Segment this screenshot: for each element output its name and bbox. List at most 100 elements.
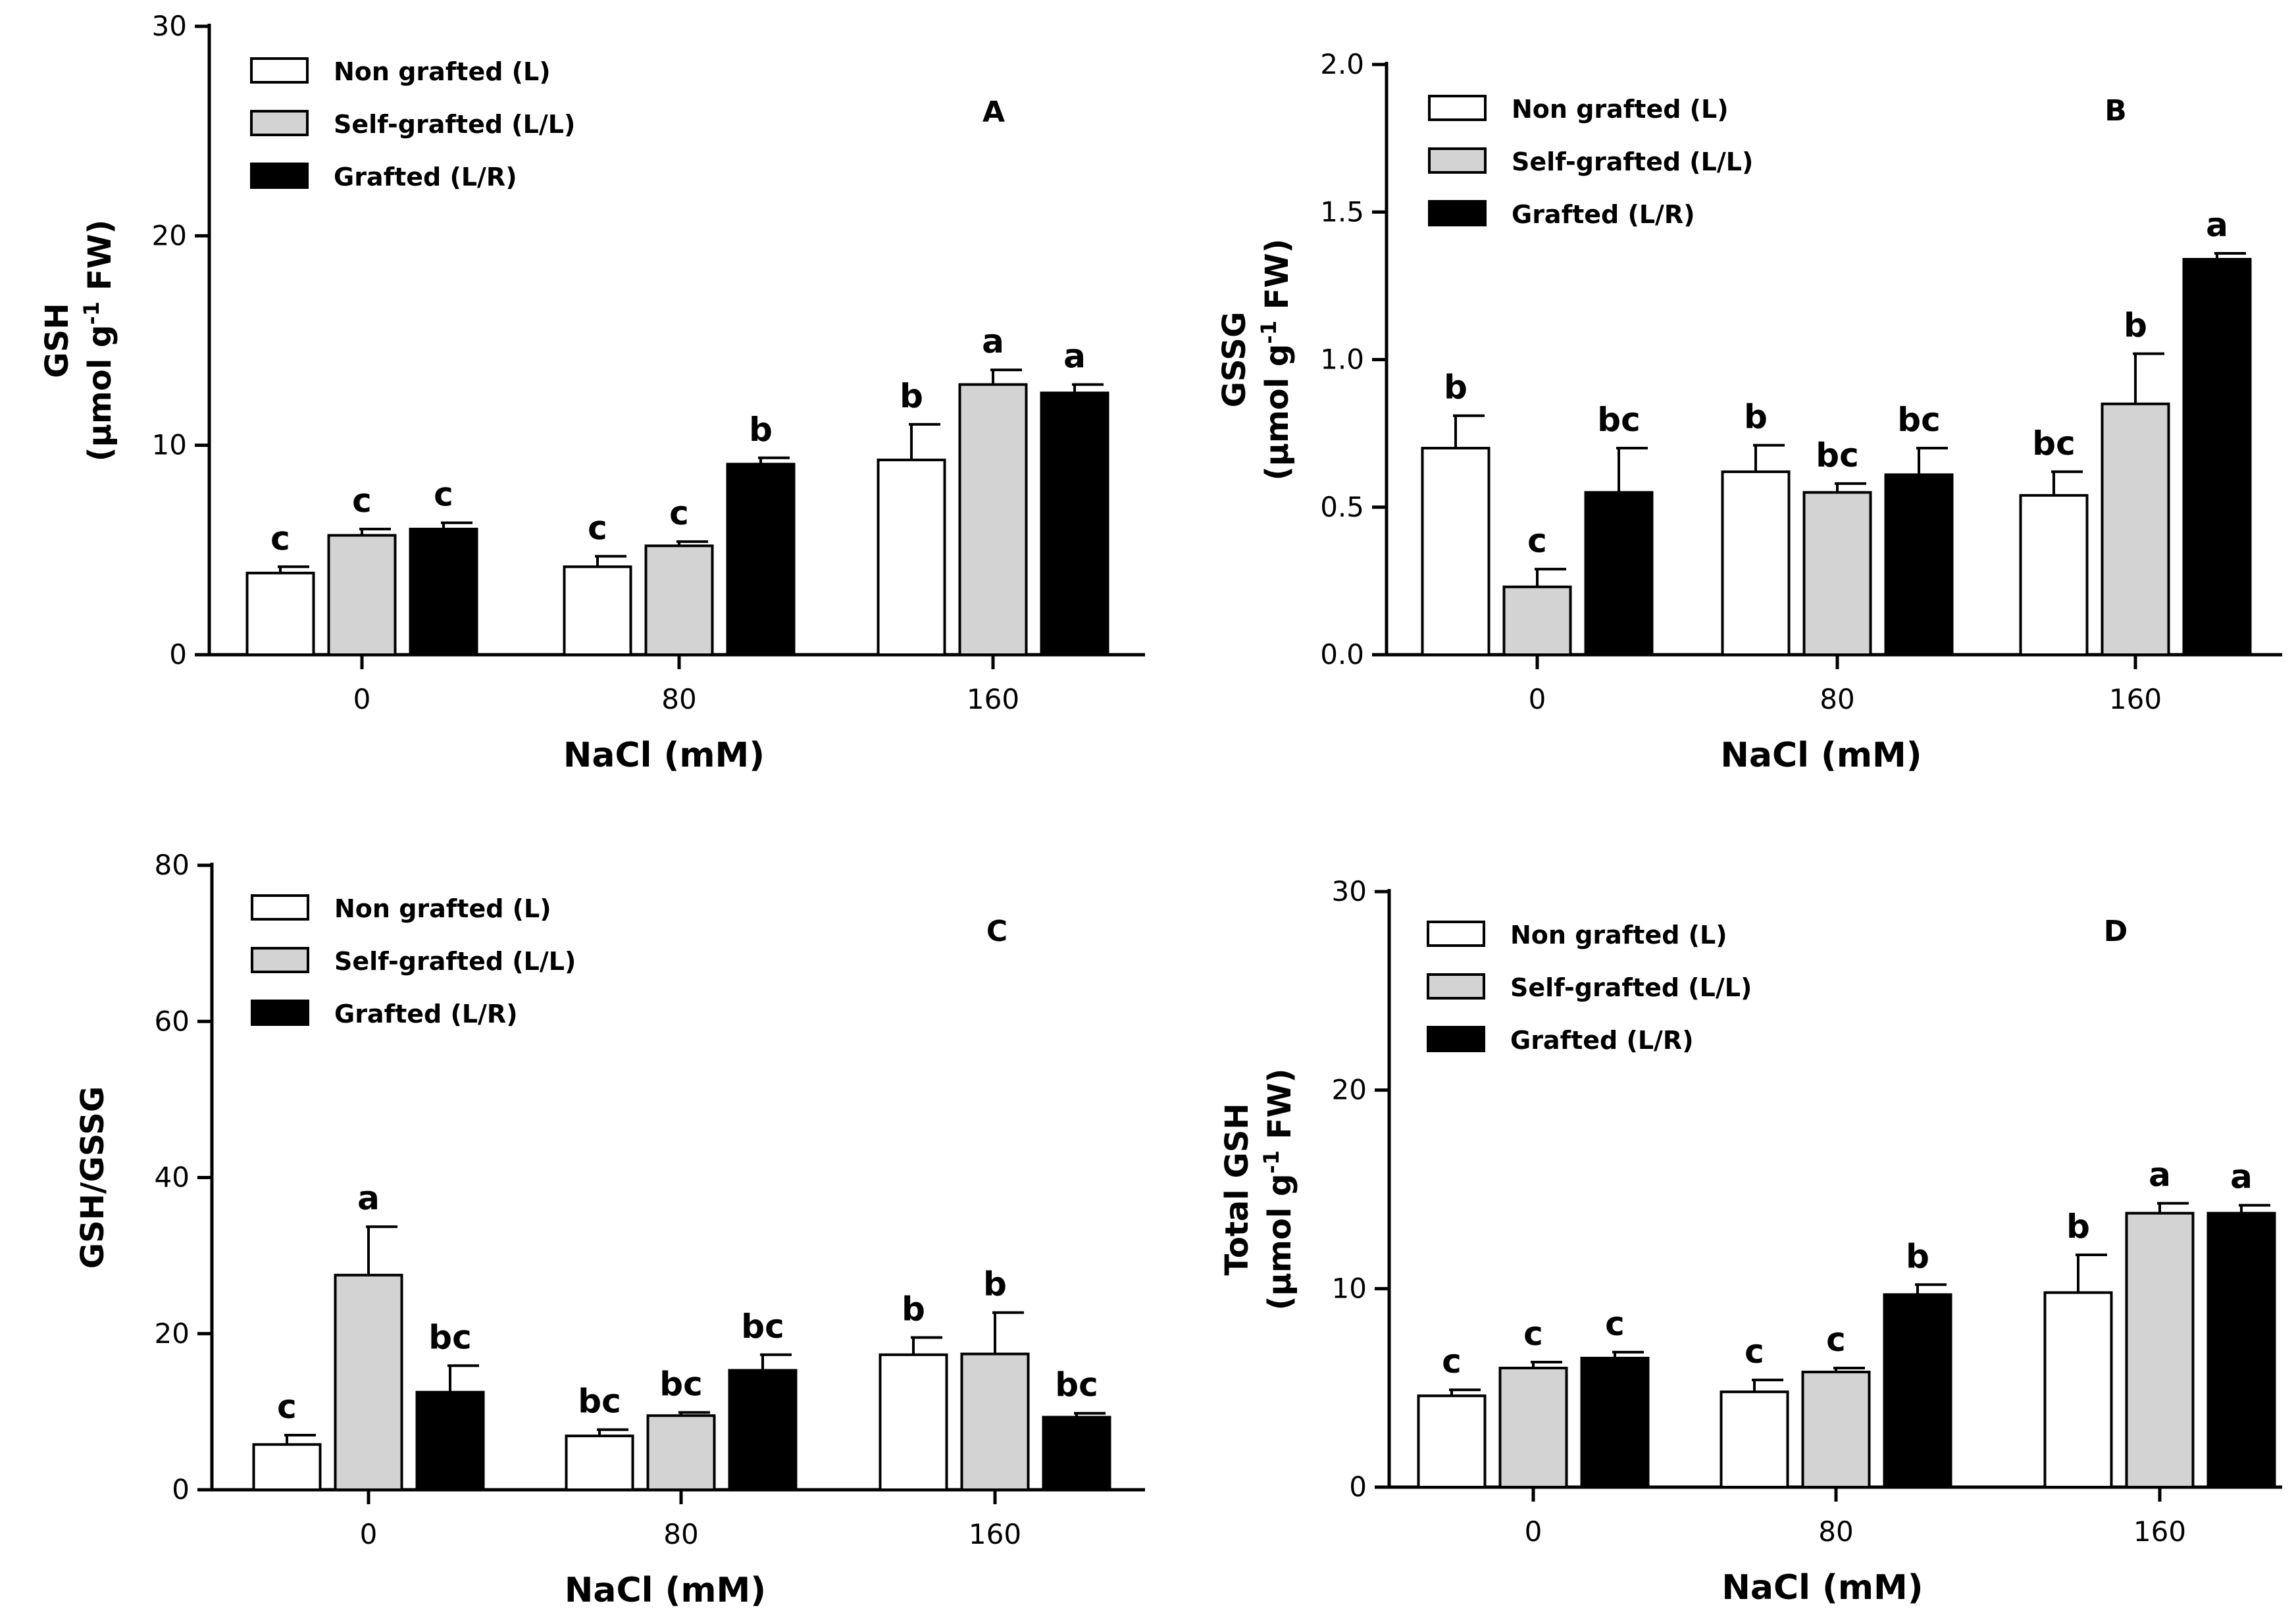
bar xyxy=(1421,447,1491,656)
bar xyxy=(877,458,946,656)
significance-letter: c xyxy=(1745,1332,1764,1371)
significance-letter: c xyxy=(1605,1305,1625,1343)
significance-letter: a xyxy=(357,1179,380,1217)
bar xyxy=(327,534,397,656)
legend-swatch xyxy=(1427,1026,1485,1052)
x-tick-label: 80 xyxy=(661,683,696,715)
y-unit-superscript: -1 xyxy=(1256,320,1281,344)
x-tick-label: 160 xyxy=(967,683,1019,715)
bar xyxy=(726,463,796,656)
significance-letter: a xyxy=(2149,1156,2171,1194)
significance-letter: c xyxy=(270,519,290,557)
x-tick-label: 80 xyxy=(1820,683,1854,715)
legend-label: Non grafted (L) xyxy=(334,894,551,923)
bar xyxy=(1580,1356,1650,1489)
bar xyxy=(1040,392,1109,656)
legend-label: Self-grafted (L/L) xyxy=(1512,147,1753,176)
bar xyxy=(1498,1367,1568,1488)
significance-letter: c xyxy=(588,509,607,547)
y-unit-superscript: -1 xyxy=(1259,1150,1284,1174)
bar xyxy=(252,1443,322,1492)
significance-letter: b xyxy=(1906,1237,1929,1275)
significance-letter: bc xyxy=(1816,436,1858,474)
bar xyxy=(1802,491,1872,657)
significance-letter: a xyxy=(982,322,1004,361)
bar xyxy=(2125,1211,2195,1488)
bar xyxy=(644,544,714,657)
legend-label: Grafted (L/R) xyxy=(334,1000,518,1028)
bar xyxy=(245,571,315,656)
significance-letter: bc xyxy=(2032,424,2075,463)
legend-label: Grafted (L/R) xyxy=(1512,200,1695,229)
legend-swatch xyxy=(250,110,309,136)
y-unit-prefix: (µmol g xyxy=(1262,1174,1298,1311)
y-axis-unit-label: (µmol g-1 FW) xyxy=(1256,239,1296,481)
bar xyxy=(1584,491,1654,657)
legend-label: Grafted (L/R) xyxy=(334,163,517,191)
bar xyxy=(1720,1390,1789,1488)
legend-swatch xyxy=(250,57,309,84)
significance-letter: c xyxy=(1826,1321,1846,1359)
y-tick-label: 30 xyxy=(152,10,187,42)
significance-letter: a xyxy=(2206,206,2228,244)
bar xyxy=(1417,1394,1487,1489)
bar xyxy=(409,528,478,656)
y-tick-label: 20 xyxy=(155,1317,190,1350)
y-axis-unit-label: (µmol g-1 FW) xyxy=(1259,1069,1298,1311)
panel-label: B xyxy=(2104,94,2127,128)
significance-letter: bc xyxy=(1055,1366,1098,1404)
bar xyxy=(2101,402,2170,657)
legend-label: Grafted (L/R) xyxy=(1510,1026,1694,1055)
legend-label: Self-grafted (L/L) xyxy=(1510,973,1752,1002)
bar xyxy=(563,565,632,656)
legend-label: Self-grafted (L/L) xyxy=(334,110,575,139)
y-unit-prefix: (µmol g xyxy=(1259,344,1296,481)
x-axis-label: NaCl (mM) xyxy=(565,1571,766,1610)
y-unit-suffix: FW) xyxy=(1262,1069,1298,1150)
legend-swatch xyxy=(1428,95,1487,121)
significance-letter: b xyxy=(900,377,923,415)
bar xyxy=(2019,494,2089,656)
bar xyxy=(958,383,1028,656)
x-axis-label: NaCl (mM) xyxy=(563,736,765,775)
bar xyxy=(415,1390,485,1491)
x-tick-label: 160 xyxy=(969,1518,1021,1550)
legend-swatch xyxy=(250,163,309,189)
y-axis-label: Total GSH xyxy=(1219,1104,1256,1276)
x-axis-label: NaCl (mM) xyxy=(1720,736,1922,775)
significance-letter: b xyxy=(983,1265,1007,1304)
significance-letter: b xyxy=(1444,368,1467,407)
legend-label: Non grafted (L) xyxy=(1512,95,1729,124)
y-tick-label: 20 xyxy=(1332,1074,1367,1106)
x-tick-label: 160 xyxy=(2109,683,2162,715)
y-unit-superscript: -1 xyxy=(79,301,104,325)
bar xyxy=(728,1369,798,1491)
panel-label: A xyxy=(982,95,1005,129)
bar xyxy=(1721,470,1791,656)
y-axis-label: GSH/GSSG xyxy=(74,1086,111,1269)
significance-letter: bc xyxy=(428,1318,471,1356)
y-tick-label: 10 xyxy=(152,429,187,461)
legend-swatch xyxy=(1427,921,1485,947)
bar xyxy=(334,1273,403,1491)
bar xyxy=(879,1353,948,1492)
significance-letter: c xyxy=(277,1388,297,1426)
legend-label: Non grafted (L) xyxy=(334,57,551,86)
bar xyxy=(1801,1371,1871,1489)
bar xyxy=(646,1414,716,1491)
bar xyxy=(565,1434,634,1491)
significance-letter: b xyxy=(902,1290,925,1329)
y-tick-label: 0 xyxy=(172,1473,190,1506)
significance-letter: c xyxy=(1527,522,1547,560)
significance-letter: a xyxy=(2230,1158,2253,1196)
bar xyxy=(2182,258,2252,656)
legend-swatch xyxy=(251,1000,309,1026)
panel-label: C xyxy=(986,915,1007,948)
y-tick-label: 1.0 xyxy=(1320,343,1364,376)
significance-letter: a xyxy=(1063,337,1086,375)
significance-letter: bc xyxy=(1897,401,1940,439)
x-tick-label: 0 xyxy=(353,683,371,715)
significance-letter: b xyxy=(1744,398,1768,436)
legend-swatch xyxy=(251,947,309,973)
